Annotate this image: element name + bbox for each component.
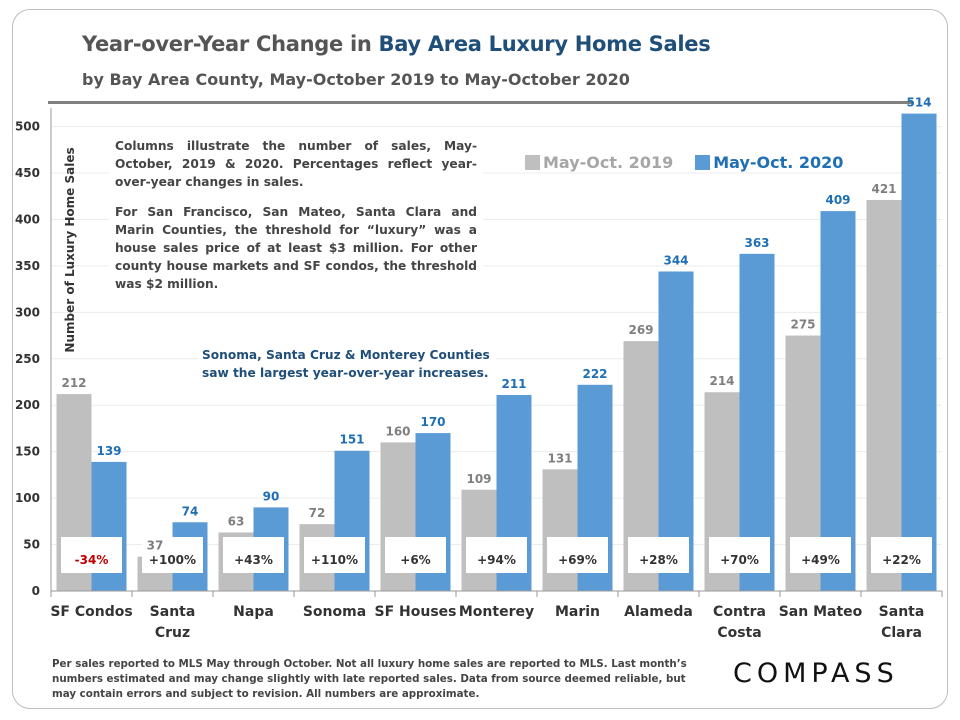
- pct-change-label-5: +94%: [477, 553, 516, 567]
- pct-box-1: [142, 537, 203, 573]
- x-category-label-1-1: Cruz: [155, 625, 190, 641]
- pct-box-3: [304, 537, 365, 573]
- y-tick-label-150: 150: [15, 445, 40, 459]
- x-category-label-6-0: Marin: [555, 604, 600, 620]
- compass-logo: COMPASS: [733, 658, 899, 689]
- title-divider: [48, 101, 913, 104]
- y-tick-label-300: 300: [15, 305, 40, 319]
- value-label-2019-1: 37: [147, 539, 164, 553]
- y-axis-title: Number of Luxury Home Sales: [63, 147, 77, 352]
- value-label-2019-0: 212: [61, 376, 86, 390]
- pct-box-6: [547, 537, 608, 573]
- value-label-2019-4: 160: [385, 424, 410, 438]
- pct-change-label-6: +69%: [558, 553, 597, 567]
- value-label-2020-5: 211: [501, 377, 526, 391]
- pct-change-label-4: +6%: [400, 553, 430, 567]
- x-category-label-8-1: Costa: [717, 625, 761, 641]
- pct-change-label-3: +110%: [311, 553, 358, 567]
- x-category-label-10-1: Clara: [881, 625, 922, 641]
- y-tick-label-250: 250: [15, 352, 40, 366]
- bar-2020-9: [820, 211, 856, 591]
- highlight-note: Sonoma, Santa Cruz & Monterey Counties s…: [198, 344, 496, 384]
- legend: May-Oct. 2019 May-Oct. 2020: [525, 153, 843, 172]
- pct-box-10: [871, 537, 932, 573]
- pct-change-label-2: +43%: [234, 553, 273, 567]
- value-label-2019-9: 275: [790, 318, 815, 332]
- value-label-2019-2: 63: [228, 514, 245, 528]
- pct-layer: -34% +100% +43% +110% +6% +94% +69% +28% +70% +49…: [61, 537, 932, 573]
- pct-box-0: [61, 537, 122, 573]
- x-category-label-5-0: Monterey: [459, 604, 534, 620]
- legend-swatch-2020: [695, 155, 711, 170]
- chart-title: Year-over-Year Change in Bay Area Luxury…: [82, 32, 711, 56]
- legend-item-2019: May-Oct. 2019: [525, 153, 673, 172]
- x-category-label-0-0: SF Condos: [50, 604, 132, 620]
- y-tick-label-350: 350: [15, 259, 40, 273]
- value-label-2020-1: 74: [182, 504, 199, 518]
- pct-box-7: [628, 537, 689, 573]
- legend-label-2020: May-Oct. 2020: [713, 153, 844, 172]
- slide-frame: [12, 9, 948, 709]
- label-layer: 212 139 SF Condos 37 74 Santa Cruz 63 90 Napa 72 15…: [50, 96, 931, 641]
- pct-box-5: [466, 537, 527, 573]
- methodology-note-p2: For San Francisco, San Mateo, Santa Clar…: [115, 205, 477, 291]
- x-category-label-9-0: San Mateo: [779, 604, 863, 620]
- y-tick-label-100: 100: [15, 491, 40, 505]
- pct-change-label-9: +49%: [801, 553, 840, 567]
- axis-layer: 0 50 100 150 200 250 300 350 400 450 500 Number of …: [15, 108, 943, 598]
- title-highlight: Bay Area Luxury Home Sales: [378, 32, 711, 56]
- value-label-2020-7: 344: [663, 253, 688, 267]
- bar-2019-10: [866, 199, 902, 592]
- y-tick-label-400: 400: [15, 212, 40, 226]
- pct-change-label-0: -34%: [75, 553, 109, 567]
- pct-change-label-7: +28%: [639, 553, 678, 567]
- bar-2020-10: [901, 113, 937, 592]
- legend-label-2019: May-Oct. 2019: [543, 153, 674, 172]
- x-category-label-4-0: SF Houses: [375, 604, 457, 620]
- bar-2020-8: [739, 253, 775, 591]
- value-label-2020-0: 139: [96, 444, 121, 458]
- methodology-note-p1: Columns illustrate the number of sales, …: [115, 139, 477, 189]
- pct-change-label-1: +100%: [149, 553, 196, 567]
- legend-swatch-2019: [525, 155, 540, 170]
- value-label-2020-9: 409: [825, 193, 850, 207]
- pct-box-2: [223, 537, 284, 573]
- y-tick-label-200: 200: [15, 398, 40, 412]
- footer-disclaimer: Per sales reported to MLS May through Oc…: [52, 658, 687, 700]
- legend-item-2020: May-Oct. 2020: [695, 153, 843, 172]
- value-label-2020-3: 151: [339, 433, 364, 447]
- value-label-2020-10: 514: [906, 96, 931, 110]
- y-tick-label-0: 0: [32, 584, 40, 598]
- value-label-2019-5: 109: [466, 472, 491, 486]
- value-label-2019-7: 269: [628, 323, 653, 337]
- title-lead: Year-over-Year Change in: [82, 32, 379, 56]
- pct-box-8: [709, 537, 770, 573]
- x-category-label-1-0: Santa: [150, 604, 196, 620]
- value-label-2019-6: 131: [547, 451, 572, 465]
- x-category-label-2-0: Napa: [233, 604, 274, 620]
- value-label-2020-4: 170: [420, 415, 445, 429]
- chart-subtitle: by Bay Area County, May-October 2019 to …: [82, 70, 630, 89]
- value-label-2019-10: 421: [871, 182, 896, 196]
- methodology-note: Columns illustrate the number of sales, …: [109, 133, 483, 297]
- value-label-2019-3: 72: [309, 506, 326, 520]
- pct-box-9: [790, 537, 851, 573]
- x-category-label-7-0: Alameda: [624, 604, 693, 620]
- x-category-label-10-0: Santa: [879, 604, 925, 620]
- y-tick-label-50: 50: [23, 538, 40, 552]
- value-label-2020-2: 90: [263, 489, 280, 503]
- x-category-label-3-0: Sonoma: [303, 604, 366, 620]
- pct-box-4: [385, 537, 446, 573]
- value-label-2020-8: 363: [744, 236, 769, 250]
- y-tick-label-450: 450: [15, 166, 40, 180]
- x-category-label-8-0: Contra: [713, 604, 766, 620]
- pct-change-label-10: +22%: [882, 553, 921, 567]
- value-label-2019-8: 214: [709, 374, 734, 388]
- pct-change-label-8: +70%: [720, 553, 759, 567]
- value-label-2020-6: 222: [582, 367, 607, 381]
- y-tick-label-500: 500: [15, 120, 40, 134]
